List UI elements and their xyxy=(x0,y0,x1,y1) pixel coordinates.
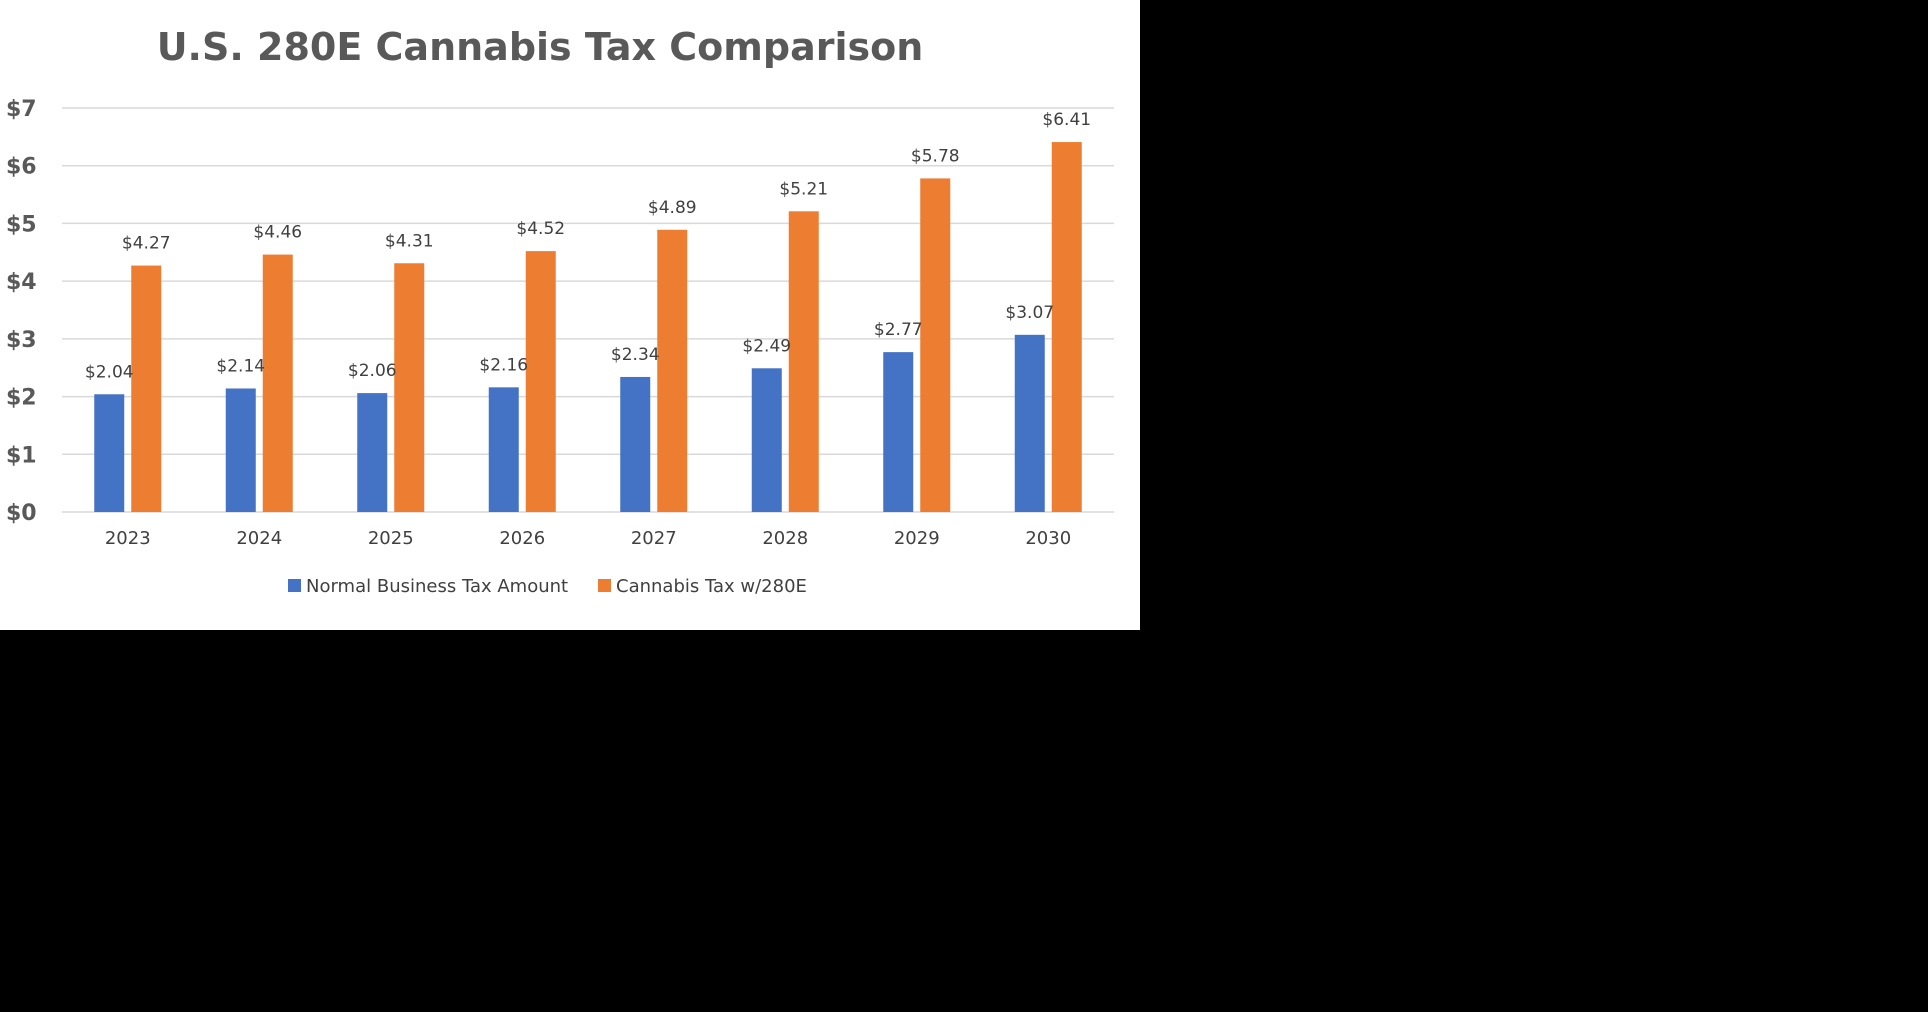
data-label: $2.16 xyxy=(479,355,528,375)
bar-cannabis-tax xyxy=(525,251,556,513)
data-label: $4.89 xyxy=(648,198,697,218)
x-tick-label: 2025 xyxy=(368,528,414,549)
x-tick-label: 2030 xyxy=(1025,528,1071,549)
y-tick-label: $3 xyxy=(6,328,37,353)
x-tick-label: 2029 xyxy=(894,528,940,549)
data-label: $2.77 xyxy=(874,320,923,340)
data-label: $2.34 xyxy=(611,345,660,365)
data-label: $3.07 xyxy=(1005,303,1054,323)
bar-normal-tax xyxy=(94,394,125,512)
data-label: $2.06 xyxy=(348,361,397,381)
bar-normal-tax xyxy=(488,387,519,512)
data-label: $4.52 xyxy=(516,219,565,239)
x-tick-label: 2028 xyxy=(762,528,808,549)
bar-cannabis-tax xyxy=(262,254,293,512)
bar-cannabis-tax xyxy=(1051,142,1082,512)
data-labels: $2.04 $4.27 $2.14 $4.46 $2.06 $4.31 $2.16 $4.52… xyxy=(85,110,1091,382)
bar-normal-tax xyxy=(620,376,651,512)
y-tick-label: $6 xyxy=(6,155,37,180)
bar-normal-tax xyxy=(751,368,782,512)
y-tick-label: $4 xyxy=(6,270,37,295)
bar-cannabis-tax xyxy=(131,265,162,512)
chart-title: U.S. 280E Cannabis Tax Comparison xyxy=(157,25,924,69)
data-label: $4.46 xyxy=(253,223,302,243)
y-tick-label: $7 xyxy=(6,97,37,122)
y-tick-label: $1 xyxy=(6,443,37,468)
x-tick-label: 2024 xyxy=(236,528,282,549)
data-label: $4.31 xyxy=(385,231,434,251)
legend: Normal Business Tax Amount Cannabis Tax w… xyxy=(288,576,807,597)
bar-normal-tax xyxy=(1014,334,1045,512)
bar-cannabis-tax xyxy=(657,229,688,512)
bars xyxy=(94,142,1082,513)
gridlines xyxy=(62,107,1114,513)
legend-label: Cannabis Tax w/280E xyxy=(616,576,807,597)
y-tick-label: $5 xyxy=(6,212,37,237)
bar-normal-tax xyxy=(357,393,388,512)
data-label: $2.04 xyxy=(85,362,134,382)
x-tick-label: 2023 xyxy=(105,528,151,549)
data-label: $2.49 xyxy=(742,336,791,356)
x-axis: 2023 2024 2025 2026 2027 2028 2029 2030 xyxy=(105,528,1071,549)
bar-cannabis-tax xyxy=(920,178,951,512)
legend-swatch xyxy=(288,579,301,592)
bar-cannabis-tax xyxy=(394,263,425,512)
bar-chart: U.S. 280E Cannabis Tax Comparison $0 $1 $2… xyxy=(6,25,1114,597)
y-axis: $0 $1 $2 $3 $4 $5 $6 $7 xyxy=(6,97,37,526)
data-label: $4.27 xyxy=(122,234,171,254)
bar-normal-tax xyxy=(225,388,256,512)
legend-swatch xyxy=(598,579,611,592)
x-tick-label: 2026 xyxy=(499,528,545,549)
data-label: $2.14 xyxy=(216,356,265,376)
bar-cannabis-tax xyxy=(788,211,819,512)
y-tick-label: $2 xyxy=(6,386,37,411)
chart-panel: U.S. 280E Cannabis Tax Comparison $0 $1 $2… xyxy=(0,0,1140,630)
bar-normal-tax xyxy=(883,352,914,512)
data-label: $5.21 xyxy=(779,179,828,199)
data-label: $6.41 xyxy=(1042,110,1091,130)
legend-label: Normal Business Tax Amount xyxy=(306,576,568,597)
data-label: $5.78 xyxy=(911,146,960,166)
y-tick-label: $0 xyxy=(6,501,37,526)
x-tick-label: 2027 xyxy=(631,528,677,549)
